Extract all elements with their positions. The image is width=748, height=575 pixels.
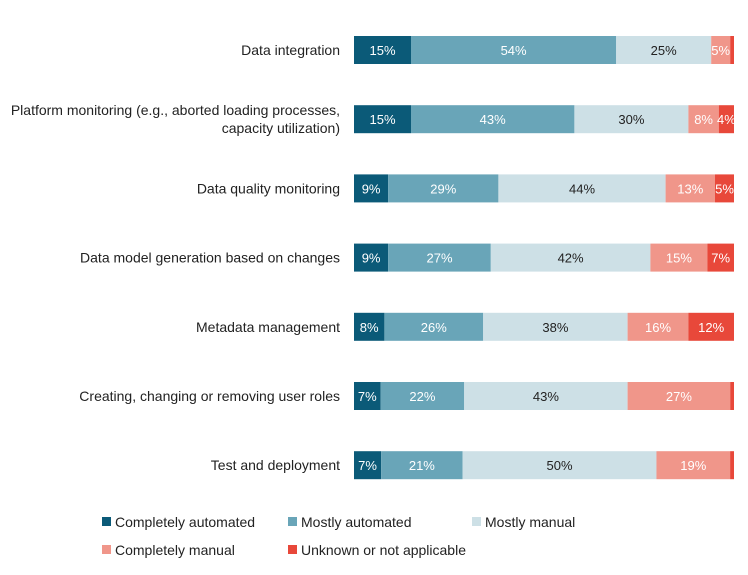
bar-segment: [380, 382, 465, 410]
value-label: 16%: [645, 320, 671, 335]
category-labels: Data integration Platform monitoring (e.g…: [11, 42, 340, 473]
value-label: 50%: [546, 458, 572, 473]
bar-segment: [483, 312, 628, 341]
value-label: 19%: [680, 458, 706, 473]
category-label: Data quality monitoring: [197, 180, 340, 196]
value-label: 15%: [369, 43, 395, 58]
bar-segment: [730, 451, 734, 480]
legend-label: Unknown or not applicable: [301, 542, 466, 558]
bar-segment: [354, 382, 381, 410]
bar-segment: [730, 382, 734, 410]
bar-segment: [354, 174, 389, 203]
legend-swatch: [102, 545, 111, 554]
bar-segment: [711, 36, 731, 64]
value-label: 8%: [360, 320, 379, 335]
category-label: Test and deployment: [211, 457, 340, 473]
legend-label: Completely manual: [115, 542, 235, 558]
value-label: 38%: [542, 320, 568, 335]
value-label: 29%: [430, 181, 456, 196]
value-label: 5%: [715, 181, 734, 196]
category-label: Creating, changing or removing user role…: [79, 388, 340, 404]
bar-segment: [650, 243, 708, 272]
bar-segment: [388, 174, 499, 203]
bar-segment: [688, 105, 719, 134]
value-label: 9%: [362, 251, 381, 266]
category-label: Platform monitoring (e.g., aborted loadi…: [11, 102, 340, 136]
bar-segment: [688, 312, 734, 341]
legend-label: Mostly automated: [301, 514, 412, 530]
legend-swatch: [102, 517, 111, 526]
value-label: 30%: [618, 112, 644, 127]
value-label: 12%: [698, 320, 724, 335]
category-label: Data model generation based on changes: [80, 250, 340, 266]
bar-segment: [354, 243, 389, 272]
value-label: 44%: [569, 181, 595, 196]
bar-segment: [656, 451, 731, 480]
bar-segment: [616, 36, 712, 64]
value-label: 5%: [711, 43, 730, 58]
bars-group: 15% 54% 25% 5% 15% 43% 30% 8% 4% 9% 29% 44% 13% 5% 9% 2…: [354, 36, 736, 480]
value-label: 13%: [677, 181, 703, 196]
value-label: 9%: [362, 181, 381, 196]
bar-segment: [354, 451, 382, 480]
value-label: 15%: [666, 251, 692, 266]
bar-segment: [627, 382, 731, 410]
bar-segment: [490, 243, 651, 272]
bar-segment: [384, 312, 484, 341]
bar-segment: [354, 105, 411, 134]
legend-swatch: [288, 545, 297, 554]
value-label: 26%: [421, 320, 447, 335]
bar-segment: [411, 36, 617, 64]
legend-swatch: [288, 517, 297, 526]
legend-swatch: [472, 517, 481, 526]
value-label: 21%: [409, 458, 435, 473]
value-label: 7%: [358, 458, 377, 473]
bar-segment: [574, 105, 689, 134]
value-label: 27%: [666, 389, 692, 404]
bar-segment: [707, 243, 734, 272]
value-label: 43%: [480, 112, 506, 127]
legend-label: Completely automated: [115, 514, 255, 530]
bar-segment: [354, 36, 411, 64]
bar-segment: [715, 174, 734, 203]
bar-segment: [498, 174, 666, 203]
bar-segment: [381, 451, 463, 480]
value-label: 54%: [501, 43, 527, 58]
value-label: 8%: [694, 112, 713, 127]
legend-label: Mostly manual: [485, 514, 575, 530]
bar-segment: [464, 382, 628, 410]
category-label: Metadata management: [196, 319, 340, 335]
value-label: 4%: [717, 112, 736, 127]
value-label: 22%: [409, 389, 435, 404]
bar-segment: [388, 243, 491, 272]
bar-segment: [718, 105, 734, 134]
bar-segment: [730, 36, 734, 64]
value-label: 15%: [369, 112, 395, 127]
value-label: 7%: [711, 251, 730, 266]
value-label: 42%: [558, 251, 584, 266]
bar-segment: [627, 312, 689, 341]
bar-segment: [354, 312, 385, 341]
category-label: Data integration: [241, 42, 340, 58]
value-label: 25%: [651, 43, 677, 58]
bar-segment: [665, 174, 715, 203]
bar-segment: [411, 105, 575, 134]
bar-segment: [462, 451, 657, 480]
legend: Completely automated Mostly automated Most…: [102, 514, 575, 558]
value-label: 43%: [533, 389, 559, 404]
value-label: 7%: [358, 389, 377, 404]
value-label: 27%: [426, 251, 452, 266]
